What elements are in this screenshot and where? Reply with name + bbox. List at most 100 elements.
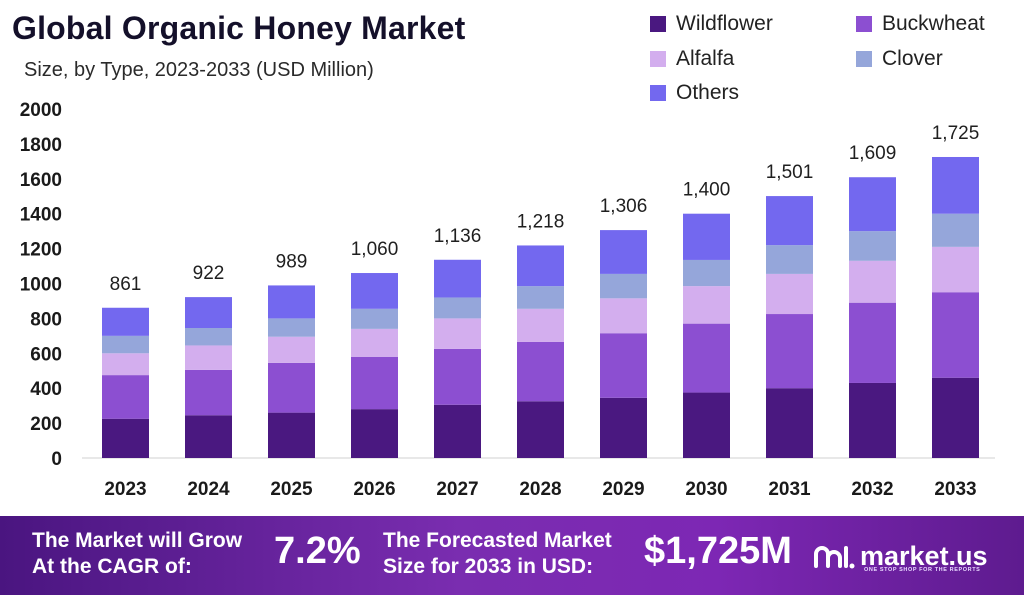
forecast-label-line1: The Forecasted Market — [383, 529, 612, 552]
bar-segment-clover — [600, 273, 647, 299]
chart-subtitle: Size, by Type, 2023-2033 (USD Million) — [24, 59, 374, 81]
bar-segment-alfalfa — [683, 286, 730, 324]
bar-segment-buckwheat — [849, 302, 896, 383]
cagr-label-line2: At the CAGR of: — [32, 555, 192, 578]
cagr-label: The Market will Grow At the CAGR of: — [32, 528, 242, 580]
y-tick-label: 200 — [30, 414, 62, 435]
y-tick-label: 2000 — [20, 100, 62, 121]
bar-segment-buckwheat — [932, 292, 979, 378]
legend-item-clover: Clover — [856, 47, 943, 71]
bar-segment-clover — [849, 231, 896, 261]
y-tick-label: 1800 — [20, 135, 62, 156]
bar-segment-wildflower — [185, 415, 232, 458]
y-tick-label: 1000 — [20, 275, 62, 296]
bar-segment-clover — [185, 327, 232, 346]
bar-segment-others — [102, 307, 149, 336]
bar-segment-wildflower — [351, 409, 398, 458]
bar-total-label: 1,060 — [351, 239, 399, 260]
bar-total-label: 1,400 — [683, 180, 731, 201]
legend-label-others: Others — [676, 81, 740, 104]
bar-segment-clover — [434, 297, 481, 319]
legend-swatch-buckwheat — [856, 16, 872, 32]
bar-segment-wildflower — [434, 404, 481, 458]
bar-segment-clover — [932, 213, 979, 247]
bar-segment-others — [434, 259, 481, 298]
forecast-label: The Forecasted Market Size for 2033 in U… — [383, 528, 612, 580]
bar-segment-alfalfa — [268, 336, 315, 363]
x-tick-label: 2031 — [768, 479, 811, 500]
legend-label-buckwheat: Buckwheat — [882, 12, 985, 35]
bar-segment-alfalfa — [185, 345, 232, 370]
bar-segment-alfalfa — [932, 246, 979, 293]
x-tick-label: 2027 — [436, 479, 478, 500]
bar-total-label: 1,725 — [932, 123, 980, 144]
stacked-bar-chart: 0 200 400 600 800 1000 1200 1400 1600 1800 2000 861… — [20, 100, 995, 500]
bar-segment-others — [517, 245, 564, 287]
bar-segment-buckwheat — [517, 341, 564, 402]
bar-total-label: 989 — [276, 251, 308, 272]
brand-name: market.us — [860, 540, 988, 571]
y-tick-label: 1400 — [20, 205, 62, 226]
x-tick-label: 2030 — [685, 479, 727, 500]
bar-total-label: 1,609 — [849, 143, 897, 164]
bar-segment-wildflower — [600, 397, 647, 458]
bar-segment-clover — [268, 318, 315, 337]
legend-item-alfalfa: Alfalfa — [650, 47, 734, 71]
bar-segment-alfalfa — [351, 328, 398, 357]
brand-logo: market.us — [812, 536, 988, 576]
x-tick-label: 2033 — [934, 479, 976, 500]
bar-segment-wildflower — [268, 412, 315, 458]
x-tick-label: 2028 — [519, 479, 561, 500]
bar-segment-wildflower — [517, 401, 564, 458]
bar-segment-alfalfa — [517, 308, 564, 342]
bar-segment-others — [185, 297, 232, 328]
x-tick-label: 2029 — [602, 479, 644, 500]
bar-segment-buckwheat — [351, 356, 398, 410]
forecast-value: $1,725M — [644, 530, 792, 572]
bar-segment-clover — [351, 308, 398, 329]
bar-segment-alfalfa — [600, 298, 647, 334]
bar-segment-clover — [683, 259, 730, 287]
bar-segment-clover — [102, 335, 149, 354]
x-tick-label: 2023 — [104, 479, 146, 500]
bar-segment-wildflower — [683, 392, 730, 458]
bar-segment-others — [683, 213, 730, 260]
bar-segment-buckwheat — [102, 375, 149, 419]
bar-segment-others — [600, 230, 647, 274]
bar-segment-others — [766, 196, 813, 246]
legend-swatch-clover — [856, 51, 872, 67]
bar-segment-alfalfa — [849, 260, 896, 303]
y-tick-label: 600 — [30, 344, 62, 365]
y-tick-label: 1600 — [20, 170, 62, 191]
y-tick-label: 800 — [30, 309, 62, 330]
bar-segment-alfalfa — [434, 318, 481, 349]
bar-segment-clover — [517, 286, 564, 309]
bar-segment-buckwheat — [185, 369, 232, 416]
legend-swatch-wildflower — [650, 16, 666, 32]
x-tick-label: 2025 — [270, 479, 313, 500]
bar-segment-buckwheat — [683, 323, 730, 393]
bar-total-label: 922 — [193, 263, 225, 284]
bar-segment-others — [268, 285, 315, 319]
legend-label-clover: Clover — [882, 47, 943, 70]
bar-segment-alfalfa — [766, 273, 813, 315]
bar-total-label: 1,218 — [517, 211, 565, 232]
y-tick-label: 1200 — [20, 240, 62, 261]
x-tick-label: 2024 — [187, 479, 230, 500]
bar-total-label: 1,306 — [600, 196, 648, 217]
legend-label-wildflower: Wildflower — [676, 12, 773, 35]
bar-total-label: 1,136 — [434, 226, 482, 247]
legend-item-others: Others — [650, 81, 739, 105]
bar-segment-others — [932, 156, 979, 214]
x-tick-label: 2026 — [353, 479, 395, 500]
bar-segment-buckwheat — [268, 362, 315, 413]
bar-segment-wildflower — [849, 382, 896, 458]
legend-item-wildflower: Wildflower — [650, 12, 773, 36]
forecast-label-line2: Size for 2033 in USD: — [383, 555, 594, 578]
bar-segment-wildflower — [102, 418, 149, 458]
bar-segment-alfalfa — [102, 353, 149, 376]
cagr-label-line1: The Market will Grow — [32, 529, 243, 552]
bar-segment-wildflower — [932, 377, 979, 458]
bar-segment-others — [351, 273, 398, 309]
bar-segment-clover — [766, 245, 813, 274]
